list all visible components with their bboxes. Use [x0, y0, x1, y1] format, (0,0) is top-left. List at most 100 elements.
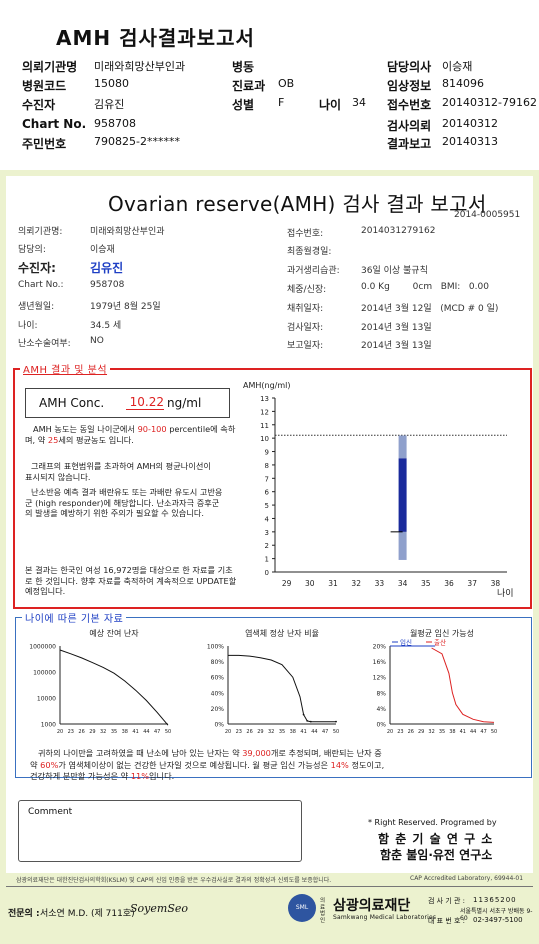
summary-text: 약 [30, 759, 38, 770]
x-tick-label: 26 [78, 729, 84, 735]
lab-code: 11365200 [473, 896, 517, 904]
data-point [309, 720, 312, 723]
analysis-paragraph-2: 그래프의 표현범위를 초과하여 AMH의 평균나이선이 표시되지 않습니다. [25, 461, 211, 482]
y-tick-label: 100% [207, 644, 224, 651]
chart-title: 염색체 정상 난자 비율 [245, 628, 319, 638]
x-tick-label: 47 [154, 729, 160, 735]
info-value: 2014년 3월 13일 [361, 341, 432, 351]
data-point [306, 719, 309, 722]
x-tick-label: 20 [57, 729, 63, 735]
report-header-table: 의뢰기관명 미래와희망산부인과 병동 담당의사 이승재 병원코드 15080 진… [22, 58, 537, 158]
header-label: 진료과 [232, 79, 266, 93]
y-tick-label: 9 [265, 449, 269, 457]
header-label: 주민번호 [22, 137, 67, 151]
y-tick-label: 20% [211, 706, 225, 713]
normal-egg-percent: 60% [40, 759, 59, 770]
header-value: 이승재 [442, 60, 473, 73]
header-label: 임상정보 [387, 79, 432, 93]
y-tick-label: 7 [265, 475, 269, 483]
foundation-logo-icon: SML [288, 894, 316, 922]
series-line [59, 649, 169, 726]
x-tick-label: 33 [375, 579, 385, 588]
analysis-text: percentile에 속하며, 약 [25, 424, 236, 445]
info-value: 이승재 [90, 245, 115, 255]
chart-title: 월평균 임신 가능성 [410, 628, 474, 638]
comment-box[interactable]: Comment [18, 800, 302, 862]
x-tick-label: 26 [246, 729, 252, 735]
series-line [228, 654, 336, 723]
summary-text: 건강하게 분만할 가능성은 약 [30, 771, 129, 781]
x-tick-label: 47 [480, 729, 486, 735]
chart-body: 염색체 정상 난자 비율 0% 20% 40% 60% 80% 100% 20 23 26 29 32… [207, 628, 339, 735]
y-tick-label: 0% [214, 722, 224, 729]
y-tick-label: 12 [260, 408, 269, 416]
x-tick-label: 23 [68, 729, 74, 735]
x-tick-label: 20 [387, 729, 393, 735]
equivalent-age: 25 [47, 434, 59, 445]
header-value: 814096 [442, 77, 484, 90]
age-section-label: 나이에 따른 기본 자료 [22, 610, 127, 625]
x-tick-label: 44 [470, 729, 476, 735]
header-label: 접수번호 [387, 98, 432, 112]
info-value: 2014년 3월 13일 [361, 323, 432, 333]
address-label: 검 사 기 관 : [428, 897, 466, 905]
data-point [302, 713, 305, 716]
signature: SoyemSeo [130, 902, 188, 915]
series-line [431, 647, 495, 723]
foundation-prefix: 의료 법인 [320, 898, 326, 924]
specimen-info: 접수번호: 2014031279162 최종월경일: 과거생리습관: 36일 이… [287, 226, 532, 356]
header-label: 검사의뢰 [387, 119, 432, 133]
legend-label: 출산 [434, 638, 446, 647]
certification-text: 삼광의료재단은 대한진단검사의학회(KSLM) 및 CAP의 신임 인증을 받은… [16, 877, 332, 884]
x-tick-label: 32 [428, 729, 434, 735]
x-tick-label: 38 [449, 729, 455, 735]
y-tick-label: 60% [211, 675, 225, 682]
summary-text: 정도이고, [351, 759, 385, 770]
y-tick-label: 10000 [37, 696, 56, 703]
summary-text: 입니다. [149, 771, 175, 781]
summary-line-2: 약 60%가 염색체이상이 없는 건강한 난자일 것으로 예상됩니다. 월 평균… [30, 760, 530, 772]
x-tick-label: 23 [397, 729, 403, 735]
y-tick-label: 8% [376, 690, 386, 697]
info-label: 의뢰기관명: [18, 227, 63, 237]
header-label: 병동 [232, 60, 255, 74]
x-tick-label: 20 [225, 729, 231, 735]
x-tick-label: 38 [491, 579, 501, 588]
header-label: 의뢰기관명 [22, 60, 78, 74]
y-tick-label: 40% [211, 690, 225, 697]
x-tick-label: 35 [111, 729, 117, 735]
specialist-label: 전문의 : [8, 909, 40, 919]
header-label: 나이 [319, 98, 342, 112]
analysis-paragraph-3: 난소반응 예측 결과 배란유도 또는 과배란 유도시 고반응군 (high re… [25, 487, 223, 518]
logo-text: SML [295, 904, 309, 911]
analysis-text: AMH 농도는 동일 나이군에서 [33, 424, 135, 434]
range-bar-segment [398, 458, 407, 532]
info-label: Chart No.: [18, 280, 64, 290]
percentile-value: 90-100 [137, 424, 167, 434]
info-label: 생년월일: [18, 302, 55, 312]
header-value: 미래와희망산부인과 [94, 60, 186, 73]
cap-text: CAP Accredited Laboratory, 69944-01 [410, 875, 524, 882]
x-tick-label: 41 [132, 729, 138, 735]
x-tick-label: 50 [491, 729, 497, 735]
header-value: OB [278, 77, 295, 90]
age-summary: 귀하의 나이만을 고려하였을 때 난소에 남아 있는 난자는 약 39,000개… [30, 748, 530, 783]
y-tick-label: 3 [265, 529, 269, 537]
y-tick-label: 16% [373, 659, 387, 666]
header-label: 성별 [232, 98, 255, 112]
estimated-eggs: 39,000 [242, 748, 271, 758]
y-tick-label: 6 [265, 489, 270, 497]
x-tick-label: 41 [460, 729, 466, 735]
x-tick-label: 44 [143, 729, 149, 735]
report-sheet [6, 176, 533, 873]
document-number: 2014-0005951 [454, 210, 521, 220]
y-tick-label: 0% [376, 722, 386, 729]
header-value: 15080 [94, 77, 129, 90]
x-tick-label: 36 [444, 579, 454, 588]
y-tick-label: 80% [211, 659, 225, 666]
y-tick-label: 1 [265, 556, 269, 564]
x-tick-label: 32 [268, 729, 274, 735]
x-tick-label: 50 [165, 729, 171, 735]
info-value: 2014031279162 [361, 226, 436, 236]
